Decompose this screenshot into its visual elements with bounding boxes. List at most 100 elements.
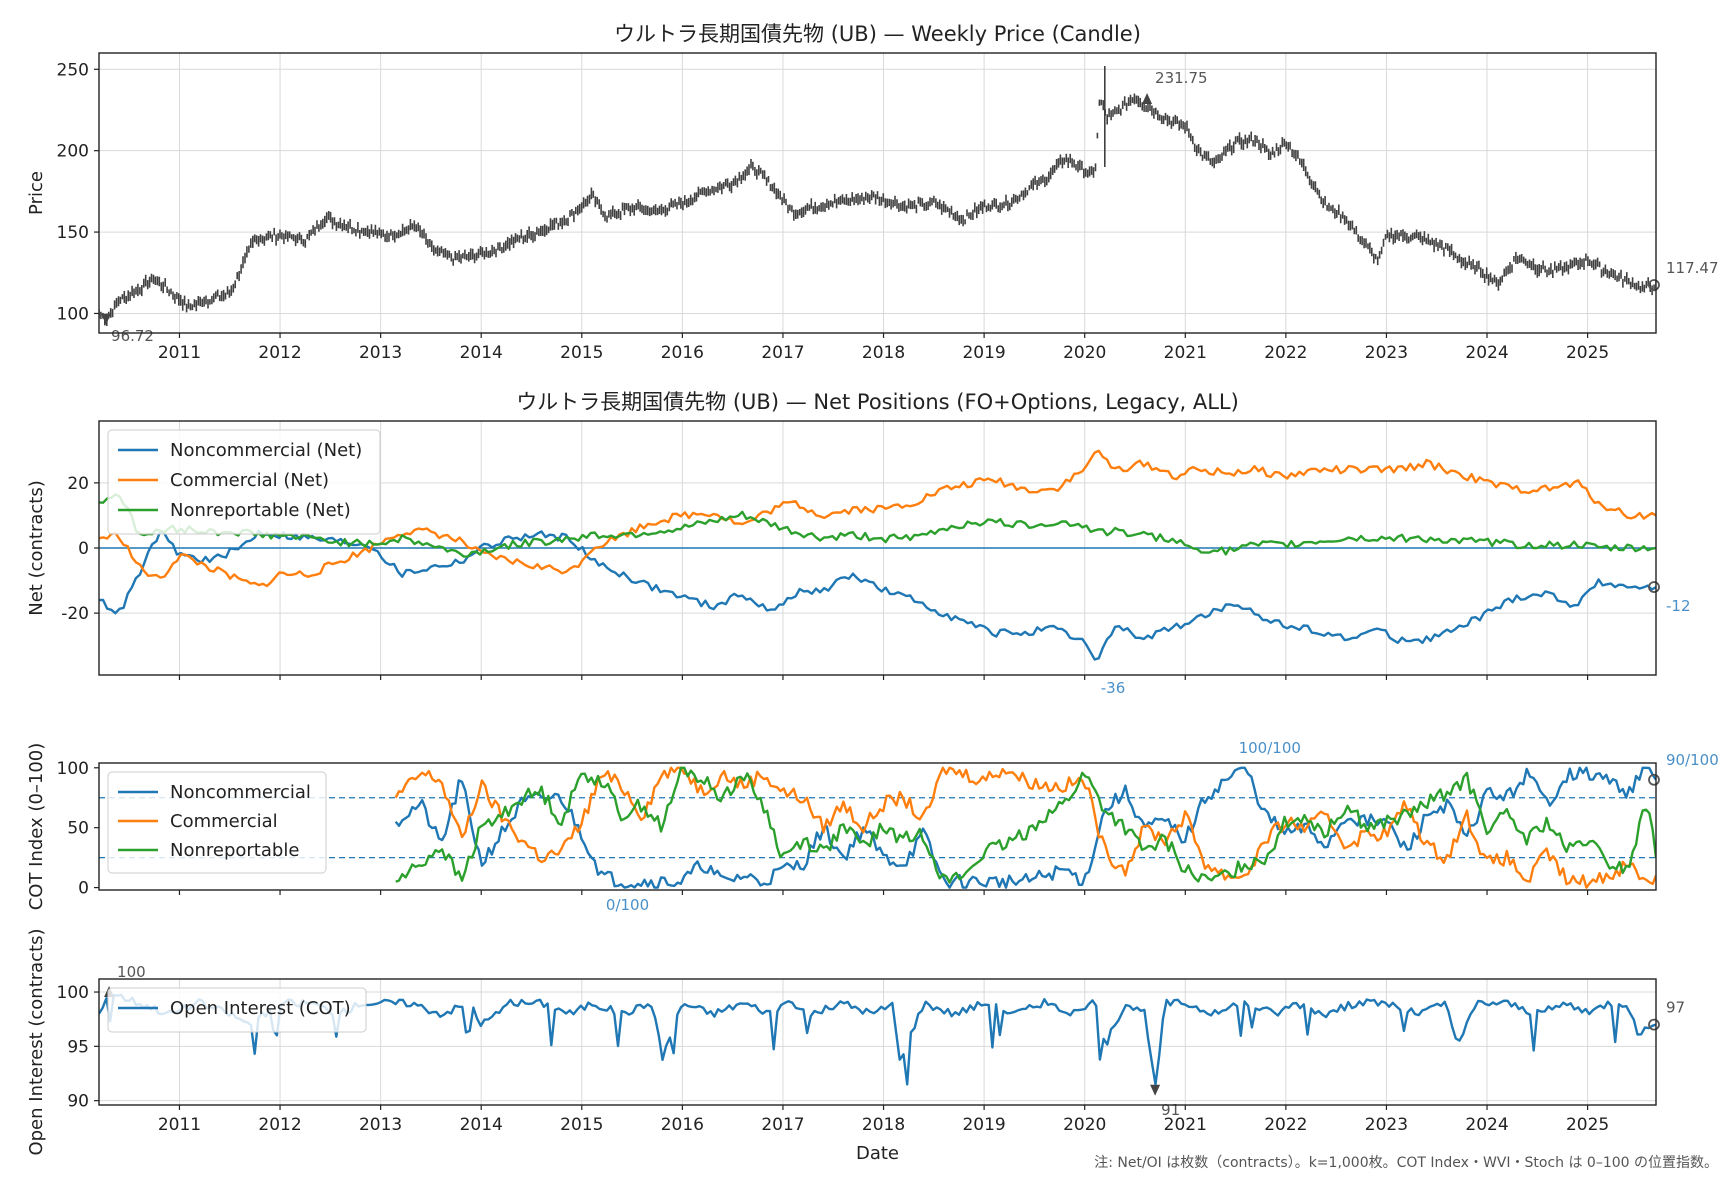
cot-legend: Noncommercial Commercial Nonreportable	[107, 771, 327, 874]
cot-ylabel: COT Index (0–100)	[26, 743, 47, 911]
x-tick-label: 2021	[1164, 1115, 1207, 1135]
oi-legend: Open Interest (COT)	[107, 987, 367, 1033]
series-noncommercial	[394, 766, 1656, 889]
x-tick-label: 2022	[1264, 1115, 1307, 1135]
legend-entry: Commercial	[170, 811, 278, 832]
x-tick-label: 2024	[1465, 1115, 1508, 1135]
cot-axes-frame	[98, 762, 1657, 891]
net-axes-frame	[98, 420, 1657, 676]
net-last-marker	[1648, 581, 1660, 593]
oi-annotation-last: 97	[1666, 999, 1685, 1017]
oi-ylabel: Open Interest (contracts)	[26, 928, 47, 1155]
series-commercial-net-	[99, 449, 1656, 588]
y-tick-label: -20	[61, 604, 89, 624]
x-tick-label: 2020	[1063, 1115, 1106, 1135]
y-tick-label: 100	[57, 759, 89, 779]
x-tick-label: 2025	[1566, 1115, 1609, 1135]
x-tick-label: 2014	[460, 1115, 503, 1135]
legend-entry: Commercial (Net)	[170, 470, 329, 491]
y-tick-label: 250	[57, 60, 89, 80]
price-max-marker	[1142, 92, 1153, 104]
legend-box	[107, 429, 381, 535]
legend-entry: Noncommercial (Net)	[170, 440, 362, 461]
y-tick-label: 0	[78, 879, 89, 899]
price-panel: 100 150 200 250 2011 2012 2013 2014 2015 2016 2017…	[26, 22, 1719, 363]
x-tick-label: 2019	[962, 343, 1005, 363]
y-tick-label: 0	[78, 539, 89, 559]
cot-plot-area	[99, 766, 1656, 889]
legend-entry: Noncommercial	[170, 782, 311, 803]
net-annotation-min: -36	[1101, 679, 1126, 697]
x-tick-label: 2023	[1365, 343, 1408, 363]
x-tick-label: 2021	[1164, 343, 1207, 363]
legend-box	[107, 987, 367, 1033]
price-min-marker	[101, 313, 112, 325]
series-noncommercial-net-	[99, 529, 1656, 661]
price-plot-area	[99, 66, 1656, 326]
y-tick-label: 90	[67, 1092, 89, 1112]
price-last-marker	[1648, 279, 1660, 291]
cot-last-marker	[1648, 773, 1660, 786]
net-plot-area	[99, 449, 1656, 661]
x-tick-label: 2013	[359, 343, 402, 363]
price-candles	[99, 66, 1656, 326]
series-nonreportable	[395, 766, 1656, 884]
price-annotation-max: 231.75	[1155, 69, 1208, 87]
x-tick-label: 2011	[158, 343, 201, 363]
y-tick-label: 200	[57, 142, 89, 162]
y-tick-label: 95	[67, 1037, 89, 1057]
x-tick-label: 2018	[862, 1115, 905, 1135]
oi-panel: 90 95 100 2011 2012 2013 2014 2015 2016 2017 2018 2…	[26, 928, 1685, 1164]
x-tick-label: 2012	[258, 1115, 301, 1135]
legend-box	[107, 771, 327, 874]
footnote: 注: Net/OI は枚数（contracts）。k=1,000枚。COT In…	[1094, 1155, 1718, 1171]
net-panel: -20 0 20 ウルトラ長期国債先物 (UB) — Net Positions (F…	[26, 390, 1691, 697]
price-axes-frame	[98, 52, 1657, 334]
series-commercial	[394, 766, 1656, 889]
y-tick-label: 150	[57, 223, 89, 243]
price-annotation-last: 117.47	[1666, 259, 1719, 277]
x-tick-label: 2019	[962, 1115, 1005, 1135]
price-annotation-min: 96.72	[111, 327, 154, 345]
y-tick-label: 100	[57, 983, 89, 1003]
oi-annotation-max: 100	[117, 963, 146, 981]
x-tick-label: 2016	[661, 343, 704, 363]
price-ylabel: Price	[26, 171, 47, 215]
oi-last-marker	[1648, 1018, 1660, 1031]
x-tick-label: 2013	[359, 1115, 402, 1135]
legend-entry: Open Interest (COT)	[170, 998, 351, 1019]
oi-axes-frame	[98, 978, 1657, 1106]
x-tick-label: 2023	[1365, 1115, 1408, 1135]
net-annotation-last: -12	[1666, 597, 1691, 615]
x-tick-label: 2015	[560, 1115, 603, 1135]
cot-annotation-last: 90/100	[1666, 751, 1719, 769]
cot-annotation-min: 0/100	[606, 896, 649, 914]
x-tick-label: 2011	[158, 1115, 201, 1135]
x-tick-label: 2017	[761, 343, 804, 363]
net-legend: Noncommercial (Net) Commercial (Net) Nonre…	[107, 429, 381, 535]
x-tick-label: 2018	[862, 343, 905, 363]
oi-annotation-min: 91	[1161, 1101, 1180, 1119]
y-tick-label: 100	[57, 304, 89, 324]
y-tick-label: 50	[67, 819, 89, 839]
price-title: ウルトラ長期国債先物 (UB) — Weekly Price (Candle)	[614, 22, 1141, 46]
net-title: ウルトラ長期国債先物 (UB) — Net Positions (FO+Opti…	[516, 390, 1239, 414]
x-tick-label: 2012	[258, 343, 301, 363]
x-tick-label: 2024	[1465, 343, 1508, 363]
x-tick-label: 2016	[661, 1115, 704, 1135]
cot-annotation-max: 100/100	[1239, 739, 1301, 757]
y-tick-label: 20	[67, 474, 89, 494]
x-tick-label: 2025	[1566, 343, 1609, 363]
x-tick-label: 2020	[1063, 343, 1106, 363]
x-tick-label: 2017	[761, 1115, 804, 1135]
legend-entry: Nonreportable (Net)	[170, 500, 351, 521]
x-tick-label: 2015	[560, 343, 603, 363]
cot-panel: 0 50 100 COT Index (0–100) 100/100 0/100 90/10…	[26, 739, 1719, 914]
net-ylabel: Net (contracts)	[26, 480, 47, 616]
x-tick-label: 2014	[460, 343, 503, 363]
legend-entry: Nonreportable	[170, 840, 299, 861]
oi-xlabel: Date	[856, 1143, 899, 1164]
oi-min-marker	[1150, 1084, 1161, 1096]
x-tick-label: 2022	[1264, 343, 1307, 363]
